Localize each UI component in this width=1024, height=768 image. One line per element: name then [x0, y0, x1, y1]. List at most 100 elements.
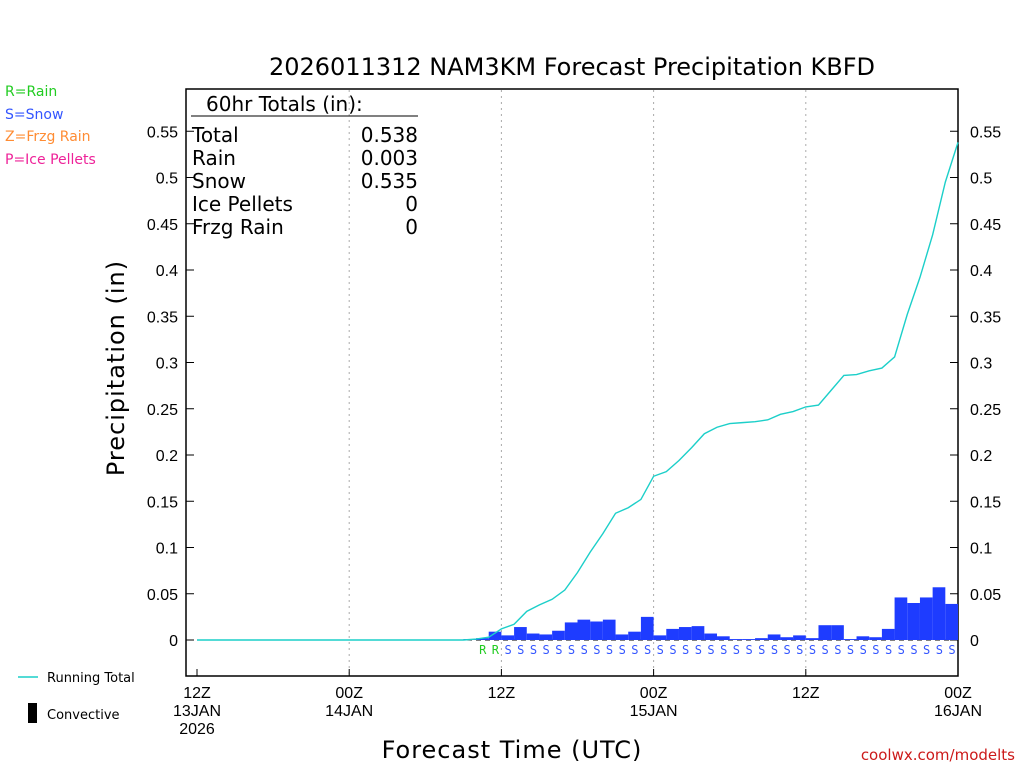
totals-label-total: Total: [191, 123, 239, 147]
y-tick-left-label: 0.35: [147, 309, 178, 326]
y-tick-right-label: 0.45: [970, 217, 1001, 234]
precip-type-marker: S: [707, 643, 714, 657]
y-tick-left-label: 0.1: [156, 541, 178, 558]
precip-type-marker: S: [910, 643, 917, 657]
precip-bar: [514, 627, 527, 640]
precip-bar: [691, 626, 705, 640]
precip-bar: [843, 639, 857, 640]
precip-type-marker: S: [885, 643, 892, 657]
y-tick-right-label: 0.15: [970, 494, 1001, 511]
precip-bar: [729, 639, 743, 640]
precip-type-marker: S: [898, 643, 905, 657]
precip-bar: [869, 637, 882, 640]
totals-label-rain: Rain: [192, 146, 236, 170]
y-tick-left-label: 0: [169, 633, 178, 650]
precip-type-marker: S: [530, 643, 537, 657]
precip-type-marker: S: [568, 643, 575, 657]
precip-type-marker: S: [872, 643, 879, 657]
totals-value-rain: 0.003: [361, 146, 418, 170]
y-tick-left-label: 0.25: [147, 402, 178, 419]
x-tick-label: 00Z: [640, 685, 668, 702]
precip-bar: [717, 636, 730, 640]
precip-type-marker: S: [860, 643, 867, 657]
precip-bar: [818, 625, 832, 640]
precip-bar: [539, 634, 553, 640]
totals-value-ice-pellets: 0: [405, 192, 418, 216]
y-tick-left-label: 0.15: [147, 494, 178, 511]
credit-text: coolwx.com/modelts: [861, 746, 1015, 764]
precip-type-marker: S: [771, 643, 778, 657]
precip-type-marker: S: [847, 643, 854, 657]
x-tick-label: 13JAN: [173, 703, 221, 720]
plot-frame: [185, 88, 959, 677]
precip-bar: [590, 621, 603, 640]
x-tick-label: 2026: [179, 721, 215, 738]
precip-type-marker: S: [758, 643, 765, 657]
precip-bar: [628, 631, 641, 640]
precip-bar: [602, 619, 616, 640]
precip-type-marker: S: [631, 643, 638, 657]
precip-bar: [488, 631, 502, 640]
y-tick-right-label: 0.35: [970, 309, 1001, 326]
y-axis-right: 0 0.05 0.1 0.15 0.2 0.25 0.3 0.35 0.4 0.45 0.5 0.55: [950, 124, 1001, 650]
precip-bar: [615, 634, 629, 640]
x-tick-label: 00Z: [944, 685, 972, 702]
precip-type-marker: S: [517, 643, 524, 657]
totals-label-frzg-rain: Frzg Rain: [192, 215, 284, 239]
precip-bar: [564, 622, 578, 640]
precip-type-marker: S: [733, 643, 740, 657]
precip-type-marker: S: [581, 643, 588, 657]
x-tick-label: 00Z: [335, 685, 363, 702]
totals-label-snow: Snow: [192, 169, 246, 193]
precip-type-marker: S: [936, 643, 943, 657]
totals-value-total: 0.538: [361, 123, 418, 147]
precip-type-marker: S: [555, 643, 562, 657]
y-tick-right-label: 0.55: [970, 124, 1001, 141]
x-tick-label: 15JAN: [630, 703, 678, 720]
precip-type-marker: S: [669, 643, 676, 657]
y-tick-left-label: 0.45: [147, 217, 178, 234]
y-tick-left-label: 0.4: [156, 263, 178, 280]
totals-box: 60hr Totals (in): Total 0.538 Rain 0.003…: [191, 92, 418, 239]
x-axis-label: Forecast Time (UTC): [382, 736, 643, 764]
precip-bar: [640, 616, 654, 640]
precip-type-marker: S: [657, 643, 664, 657]
y-tick-right-label: 0.25: [970, 402, 1001, 419]
y-tick-right-label: 0.2: [970, 448, 992, 465]
precip-bar: [881, 628, 895, 640]
y-tick-right-label: 0.3: [970, 356, 992, 373]
precip-bar: [805, 638, 819, 640]
convective-legend-label: Convective: [47, 708, 120, 723]
y-tick-left-label: 0.5: [156, 171, 178, 188]
precip-type-marker: S: [834, 643, 841, 657]
y-axis-label: Precipitation (in): [102, 260, 130, 476]
precip-type-marker: S: [606, 643, 613, 657]
y-tick-right-label: 0: [970, 633, 979, 650]
precip-type-marker: S: [504, 643, 511, 657]
precip-type-marker: R: [479, 643, 487, 657]
precip-type-marker: S: [695, 643, 702, 657]
y-axis-left: 0 0.05 0.1 0.15 0.2 0.25 0.3 0.35 0.4 0.45 0.5 0.55: [147, 124, 194, 650]
legend-snow: S=Snow: [5, 107, 63, 123]
totals-value-frzg-rain: 0: [405, 215, 418, 239]
precip-type-marker: S: [593, 643, 600, 657]
precip-bar: [780, 637, 794, 640]
precip-bar: [552, 630, 565, 640]
precip-type-legend: R=Rain S=Snow Z=Frzg Rain P=Ice Pellets: [5, 84, 96, 168]
chart-title: 2026011312 NAM3KM Forecast Precipitation…: [269, 53, 875, 81]
precip-bar: [704, 633, 718, 640]
totals-header: 60hr Totals (in):: [206, 92, 363, 116]
precip-bar: [767, 634, 781, 640]
hourly-precip-bars: [463, 587, 958, 640]
precip-type-marker: S: [923, 643, 930, 657]
precip-type-marker: S: [644, 643, 651, 657]
precip-bar: [932, 587, 946, 640]
precip-type-marker: S: [796, 643, 803, 657]
precip-type-marker: S: [822, 643, 829, 657]
precip-bar: [856, 636, 870, 640]
gridlines: [348, 90, 807, 675]
precip-type-marker: S: [809, 643, 816, 657]
x-tick-label: 14JAN: [325, 703, 373, 720]
